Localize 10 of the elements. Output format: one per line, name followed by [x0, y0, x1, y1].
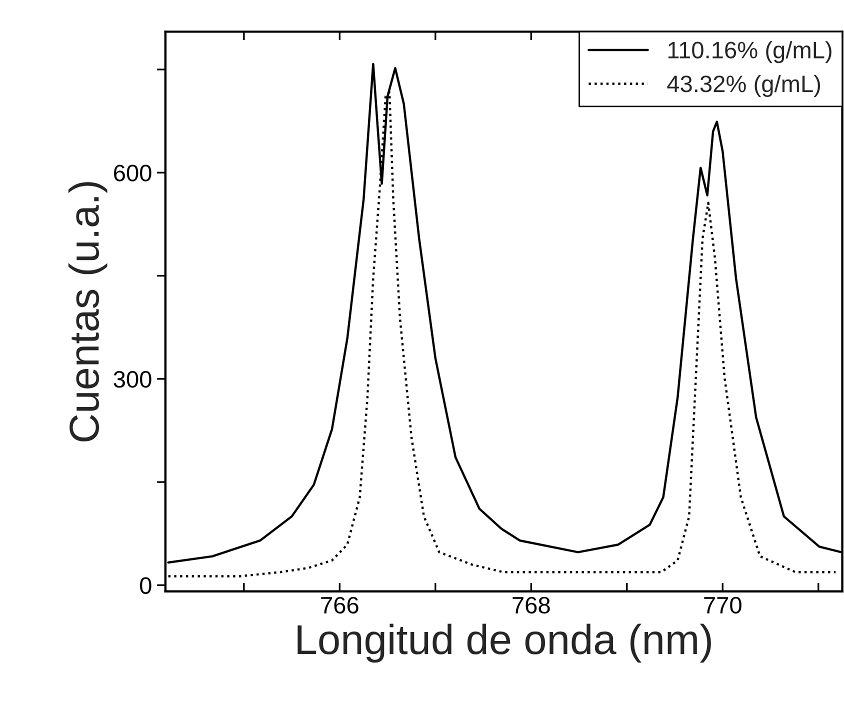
- x-tick-label: 770: [704, 596, 742, 614]
- legend-label: 43.32% (g/mL): [667, 74, 820, 97]
- y-tick-label: 0: [140, 577, 152, 594]
- x-tick-label: 766: [321, 596, 358, 614]
- y-tick-label: 300: [114, 370, 152, 388]
- y-axis-title: Cuentas (u.a.): [68, 182, 108, 442]
- x-axis-title: Longitud de onda (nm): [298, 624, 711, 663]
- x-tick-label: 768: [512, 596, 550, 614]
- legend-label: 110.16% (g/mL): [668, 41, 832, 64]
- y-tick-label: 600: [114, 164, 152, 182]
